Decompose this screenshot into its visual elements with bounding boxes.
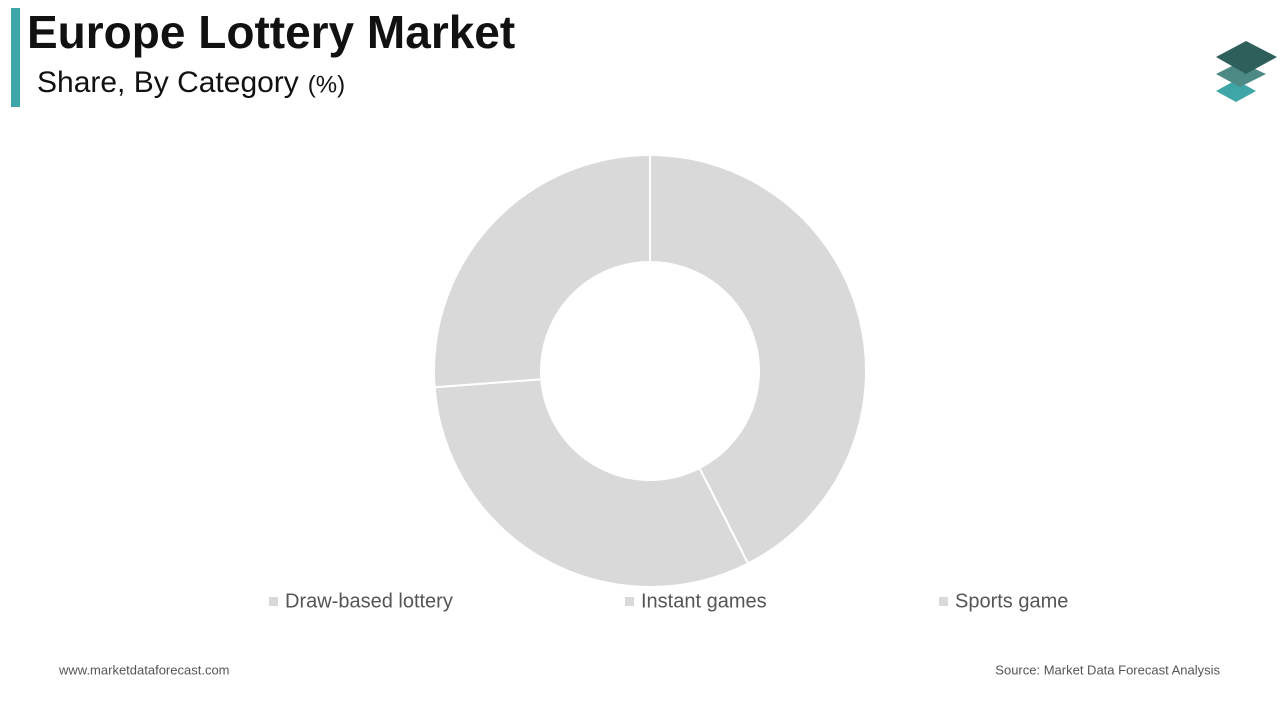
- donut-segment: [649, 153, 867, 565]
- legend-label: Draw-based lottery: [285, 590, 453, 612]
- legend-label: Sports game: [955, 590, 1068, 612]
- legend-label: Instant games: [641, 590, 767, 612]
- legend: Draw-based lottery Instant games Sports ga…: [269, 590, 1068, 612]
- footer-right: Source: Market Data Forecast Analysis: [995, 662, 1220, 677]
- legend-swatch: [625, 597, 634, 606]
- legend-swatch: [269, 597, 278, 606]
- donut-segment: [433, 378, 750, 588]
- logo: [1216, 41, 1277, 102]
- donut: [433, 153, 867, 588]
- donut-segment: [433, 153, 651, 389]
- footer-left: www.marketdataforecast.com: [58, 662, 230, 677]
- chart-title: Europe Lottery Market: [27, 6, 515, 58]
- unit-label: (%): [308, 71, 345, 98]
- title-accent: [11, 8, 20, 107]
- legend-swatch: [939, 597, 948, 606]
- chart-subtitle: Share, By Category: [37, 66, 299, 99]
